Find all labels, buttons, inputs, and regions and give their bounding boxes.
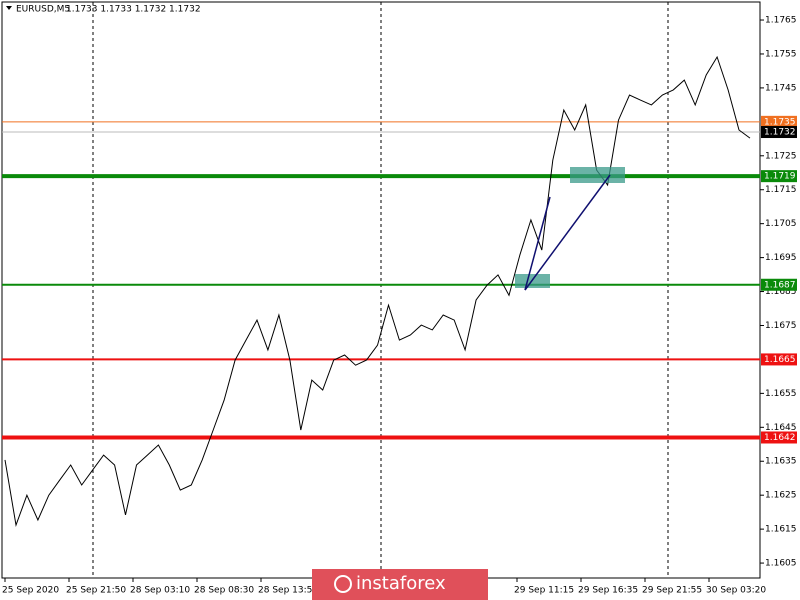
level-label-box (761, 278, 797, 291)
x-tick-label: 25 Sep 2020 (2, 586, 59, 596)
y-tick-label: 1.1615 (765, 525, 797, 535)
y-tick-label: 1.1655 (765, 389, 797, 399)
bid-label-box (761, 126, 797, 139)
y-tick-label: 1.1725 (765, 151, 797, 161)
price-line (4, 55, 751, 528)
watermark: instaforex (356, 573, 446, 594)
x-tick-label: 28 Sep 08:30 (194, 586, 254, 596)
zone-box (570, 167, 625, 183)
x-tick-label: 29 Sep 21:55 (642, 586, 702, 596)
y-tick-label: 1.1645 (765, 423, 797, 433)
x-tick-label: 29 Sep 11:15 (514, 586, 574, 596)
level-label: 1.1687 (764, 280, 796, 290)
y-tick-label: 1.1755 (765, 49, 797, 59)
watermark-logo (334, 575, 352, 593)
x-tick-label: 28 Sep 13:50 (258, 586, 318, 596)
level-label: 1.1642 (764, 433, 796, 443)
bid-label: 1.1732 (764, 128, 796, 138)
ohlc: 1.1733 1.1733 1.1732 1.1732 (66, 5, 201, 15)
trend-line (524, 196, 551, 291)
y-tick-label: 1.1705 (765, 219, 797, 229)
y-tick-label: 1.1715 (765, 185, 797, 195)
trend-line (524, 174, 611, 291)
watermark-bg (312, 569, 488, 600)
level-label-box (761, 431, 797, 444)
y-tick-label: 1.1695 (765, 253, 797, 263)
level-label-box (761, 170, 797, 183)
level-label-box (761, 353, 797, 366)
y-tick-label: 1.1635 (765, 457, 797, 467)
x-tick-label: 30 Sep 03:20 (706, 586, 766, 596)
menu-arrow (6, 6, 12, 10)
y-tick-label: 1.1685 (765, 287, 797, 297)
level-label: 1.1719 (764, 172, 796, 182)
level-label-box (761, 115, 797, 128)
y-tick-label: 1.1605 (765, 559, 797, 569)
x-tick-label: 25 Sep 21:50 (66, 586, 126, 596)
level-label: 1.1665 (764, 355, 796, 365)
y-tick-label: 1.1745 (765, 83, 797, 93)
x-tick-label: 28 Sep 03:10 (130, 586, 190, 596)
y-tick-label: 1.1765 (765, 16, 797, 26)
x-tick-label: 29 Sep 16:35 (578, 586, 638, 596)
symbol: EURUSD,M5 (16, 5, 70, 15)
y-tick-label: 1.1625 (765, 491, 797, 501)
level-label: 1.1735 (764, 117, 796, 127)
y-tick-label: 1.1675 (765, 321, 797, 331)
